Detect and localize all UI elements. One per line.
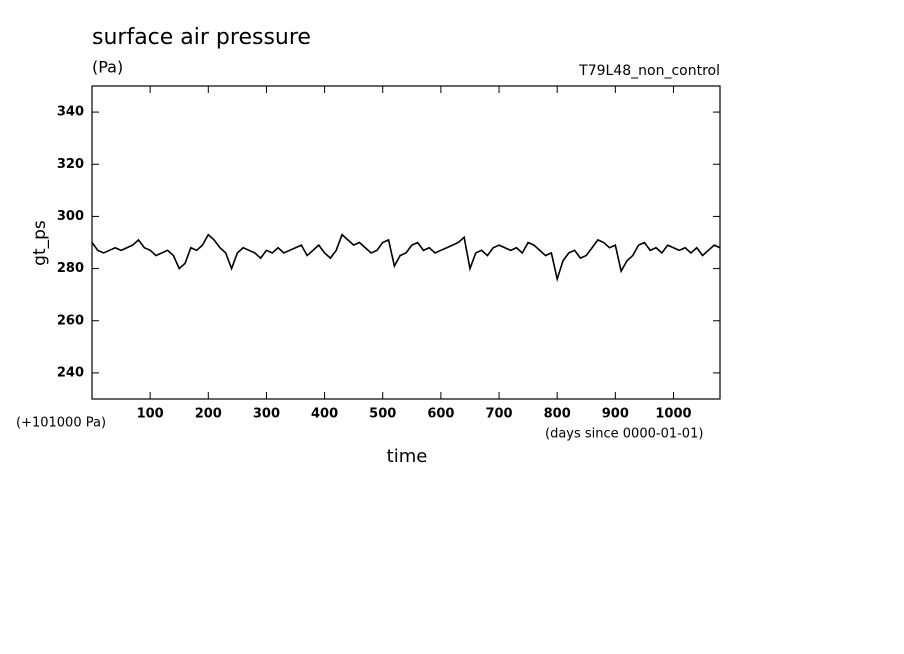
x-tick-label: 100 bbox=[137, 407, 164, 422]
x-tick-label: 900 bbox=[602, 407, 629, 422]
y-tick-label: 260 bbox=[57, 313, 84, 328]
y-tick-label: 240 bbox=[57, 365, 84, 380]
data-line bbox=[91, 233, 721, 283]
y-tick-label: 280 bbox=[57, 261, 84, 276]
x-unit-label: (days since 0000-01-01) bbox=[545, 427, 703, 442]
x-tick-label: 500 bbox=[369, 407, 396, 422]
x-axis-label: time bbox=[387, 446, 428, 467]
x-tick-label: 400 bbox=[311, 407, 338, 422]
chart-title: surface air pressure bbox=[92, 25, 311, 50]
x-tick-label: 700 bbox=[485, 407, 512, 422]
x-tick-label: 600 bbox=[427, 407, 454, 422]
y-axis-label: gt_ps bbox=[30, 220, 50, 266]
y-offset-label: (+101000 Pa) bbox=[16, 416, 106, 431]
x-tick-label: 300 bbox=[253, 407, 280, 422]
y-tick-label: 300 bbox=[57, 209, 84, 224]
x-tick-label: 1000 bbox=[655, 407, 691, 422]
unit-label: (Pa) bbox=[92, 58, 123, 77]
x-tick-label: 200 bbox=[195, 407, 222, 422]
y-tick-label: 320 bbox=[57, 157, 84, 172]
subtitle: T79L48_non_control bbox=[578, 63, 720, 79]
plot-frame bbox=[91, 85, 721, 400]
y-tick-label: 340 bbox=[57, 105, 84, 120]
x-tick-label: 800 bbox=[544, 407, 571, 422]
